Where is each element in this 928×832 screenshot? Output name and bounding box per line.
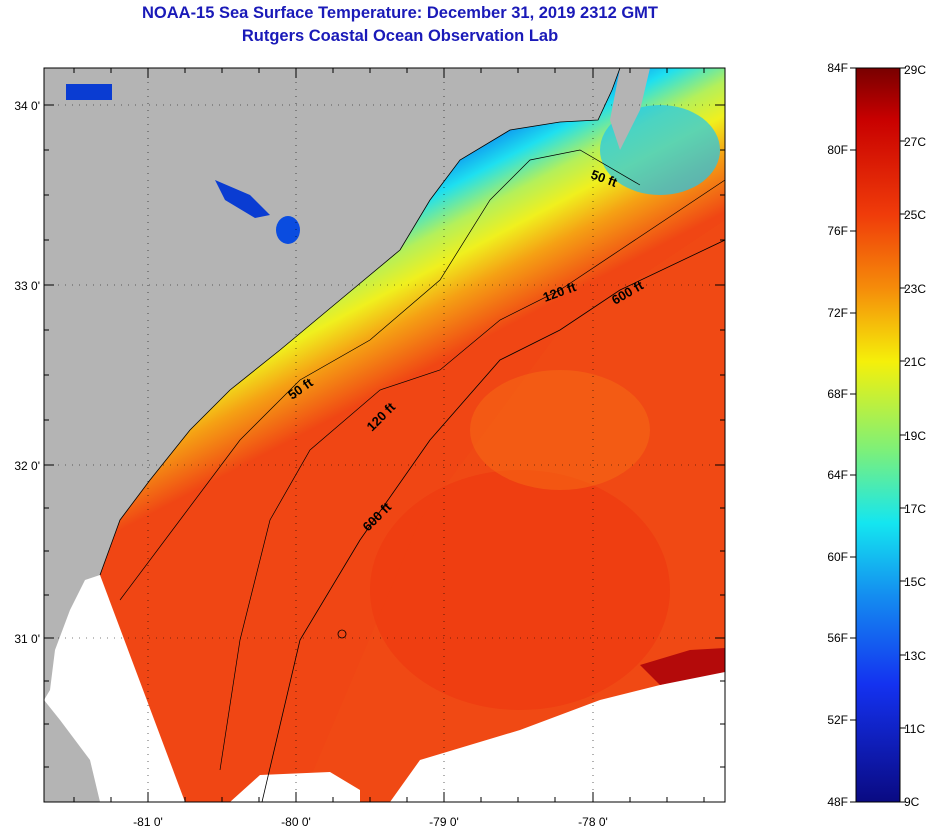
isobath-120ft bbox=[219, 179, 725, 771]
colorbar-label-c: 29C bbox=[904, 63, 926, 77]
colorbar-label-c: 23C bbox=[904, 282, 926, 296]
land-mass-south bbox=[44, 700, 100, 802]
latitude-label: 33 0' bbox=[14, 279, 40, 293]
cloud-edge-warm bbox=[640, 648, 725, 685]
colorbar-label-c: 25C bbox=[904, 208, 926, 222]
colorbar bbox=[855, 67, 901, 803]
eddy-swirl bbox=[470, 370, 650, 490]
isobath-50ft bbox=[119, 149, 641, 601]
colorbar-ticks bbox=[850, 67, 906, 803]
colorbar-label-f: 76F bbox=[827, 224, 848, 238]
inland-river bbox=[215, 180, 270, 218]
map-subtitle: Rutgers Coastal Ocean Observation Lab bbox=[241, 27, 559, 45]
latitude-label: 32 0' bbox=[14, 459, 40, 473]
longitude-label: -80 0' bbox=[281, 815, 311, 829]
land-cape bbox=[610, 68, 650, 150]
colorbar-label-f: 48F bbox=[827, 795, 848, 809]
map-title: NOAA-15 Sea Surface Temperature: Decembe… bbox=[141, 4, 658, 22]
colorbar-label-f: 68F bbox=[827, 387, 848, 401]
colorbar-label-f: 56F bbox=[827, 631, 848, 645]
colorbar-label-f: 64F bbox=[827, 468, 848, 482]
inland-lake-north bbox=[66, 84, 112, 100]
colorbar-label-c: 13C bbox=[904, 649, 926, 663]
colorbar-label-f: 60F bbox=[827, 550, 848, 564]
cloud-mask-south bbox=[390, 670, 725, 802]
colorbar-label-c: 19C bbox=[904, 429, 926, 443]
colorbar-label-c: 17C bbox=[904, 502, 926, 516]
cloud-mask-southwest bbox=[230, 772, 360, 802]
longitude-label: -79 0' bbox=[429, 815, 459, 829]
coastline bbox=[99, 68, 621, 576]
colorbar-label-c: 9C bbox=[904, 795, 920, 809]
longitude-label: -78 0' bbox=[578, 815, 608, 829]
graticule bbox=[44, 68, 725, 802]
map-frame bbox=[43, 67, 726, 803]
no-data-swath bbox=[44, 560, 185, 802]
axis-ticks bbox=[44, 68, 725, 802]
isobath-600ft bbox=[261, 239, 725, 802]
seamount-contour bbox=[337, 629, 347, 639]
inland-lake-marion bbox=[276, 216, 300, 244]
colorbar-label-f: 52F bbox=[827, 713, 848, 727]
colorbar-label-f: 72F bbox=[827, 306, 848, 320]
colorbar-label-c: 11C bbox=[904, 722, 925, 736]
longitude-label: -81 0' bbox=[133, 815, 163, 829]
colorbar-label-c: 15C bbox=[904, 575, 926, 589]
land-mass bbox=[44, 68, 620, 700]
colorbar-label-f: 80F bbox=[827, 143, 848, 157]
latitude-label: 34 0' bbox=[14, 99, 40, 113]
warm-eddy bbox=[370, 470, 670, 710]
colorbar-label-f: 84F bbox=[827, 61, 848, 75]
latitude-label: 31 0' bbox=[14, 632, 40, 646]
colorbar-label-c: 21C bbox=[904, 355, 926, 369]
colorbar-label-c: 27C bbox=[904, 135, 926, 149]
